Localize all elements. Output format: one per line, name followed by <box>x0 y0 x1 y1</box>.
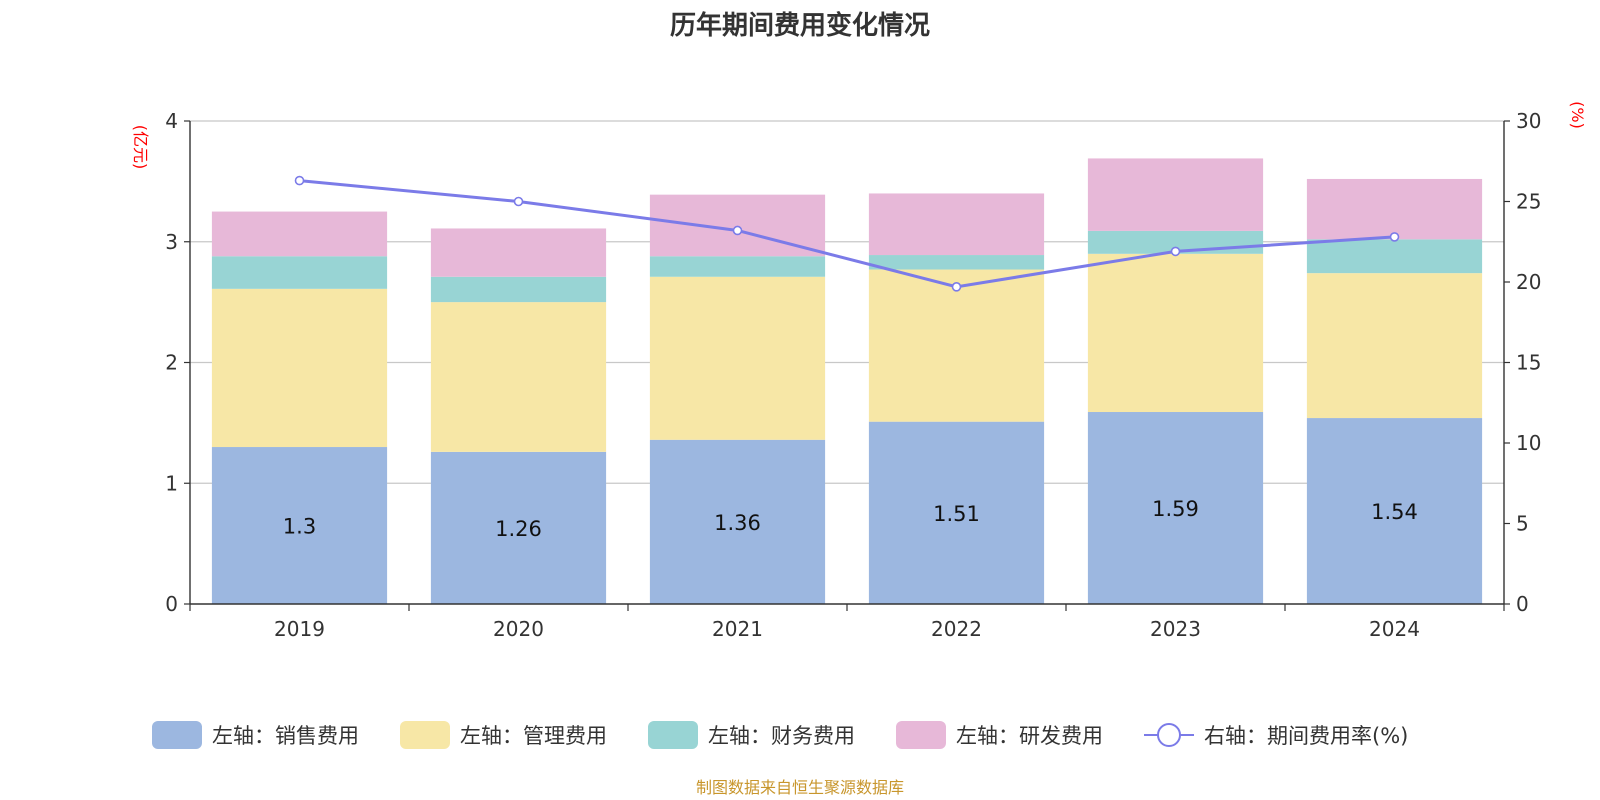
bar-data-label: 1.26 <box>495 517 542 541</box>
left-axis-unit: (亿元) <box>131 125 150 170</box>
bar-segment <box>211 211 388 257</box>
legend-swatch <box>648 721 698 749</box>
axes-group: 0 1 2 3 4 0 5 10 15 20 25 30 (亿元) (%) 2019 2020 2021 2022… <box>131 101 1587 641</box>
legend-swatch <box>400 721 450 749</box>
bar-segment <box>868 269 1045 422</box>
bar-segment <box>649 439 826 604</box>
bar-data-label: 1.3 <box>283 515 316 539</box>
chart-title: 历年期间费用变化情况 <box>670 10 930 41</box>
right-axis-tick-label: 25 <box>1516 190 1541 214</box>
rate-line-point <box>732 225 743 236</box>
grid-lines <box>190 120 1504 484</box>
bar-segment <box>430 302 607 452</box>
bar-data-label: 1.36 <box>714 511 761 535</box>
x-axis-tick-label: 2023 <box>1150 617 1201 641</box>
right-axis-tick-label: 5 <box>1516 512 1529 536</box>
right-axis-tick-label: 30 <box>1516 109 1541 133</box>
rate-line <box>299 179 1395 289</box>
bar-segment <box>211 288 388 448</box>
left-axis-tick-label: 1 <box>165 471 178 495</box>
legend-line-marker <box>1157 723 1181 747</box>
rate-line-point <box>513 196 524 207</box>
legend-label: 左轴：财务费用 <box>708 724 855 748</box>
legend-label: 左轴：销售费用 <box>212 724 359 748</box>
legend-label: 左轴：研发费用 <box>956 724 1103 748</box>
legend-label: 左轴：管理费用 <box>460 724 607 748</box>
bar-data-label: 1.59 <box>1152 497 1199 521</box>
rate-line-group <box>294 175 1400 292</box>
rate-line-point <box>294 175 305 186</box>
bar-segment <box>649 256 826 277</box>
left-axis-tick-label: 0 <box>165 592 178 616</box>
bar-segment <box>211 256 388 289</box>
bar-segment <box>1306 239 1483 274</box>
bar-data-label: 1.51 <box>933 502 980 526</box>
bar-segment <box>430 451 607 604</box>
left-axis-tick-label: 2 <box>165 351 178 375</box>
x-axis-tick-label: 2019 <box>274 617 325 641</box>
bar-segment <box>430 276 607 303</box>
legend-label: 右轴：期间费用率(%) <box>1204 724 1408 748</box>
right-axis-unit: (%) <box>1568 101 1587 129</box>
left-axis-tick-label: 4 <box>165 109 178 133</box>
legend: 左轴：销售费用 左轴：管理费用 左轴：财务费用 左轴：研发费用 右轴：期间费用率(%) <box>152 721 1408 749</box>
bar-segment <box>1087 158 1264 231</box>
x-axis-tick-label: 2022 <box>931 617 982 641</box>
source-note: 制图数据来自恒生聚源数据库 <box>696 778 904 797</box>
right-axis-tick-label: 20 <box>1516 270 1541 294</box>
bar-segment <box>868 193 1045 256</box>
bar-segment <box>1306 273 1483 419</box>
bar-data-label: 1.54 <box>1371 500 1418 524</box>
bar-segment <box>868 421 1045 604</box>
bar-segment <box>1087 253 1264 413</box>
bar-segment <box>430 228 607 277</box>
legend-swatch <box>896 721 946 749</box>
bar-segment <box>1306 418 1483 604</box>
right-axis-tick-label: 15 <box>1516 351 1541 375</box>
bar-segment <box>868 255 1045 270</box>
bar-segment <box>1087 412 1264 604</box>
x-axis-tick-label: 2020 <box>493 617 544 641</box>
rate-line-point <box>1389 232 1400 242</box>
x-axis-tick-label: 2021 <box>712 617 763 641</box>
rate-line-point <box>951 282 962 292</box>
right-axis-tick-label: 0 <box>1516 592 1529 616</box>
legend-swatch <box>152 721 202 749</box>
bar-segment <box>211 447 388 604</box>
bar-segment <box>649 276 826 440</box>
bars-group <box>211 158 1483 604</box>
right-axis-tick-label: 10 <box>1516 431 1541 455</box>
rate-line-point <box>1170 246 1181 257</box>
bar-segment <box>1306 178 1483 240</box>
left-axis-tick-label: 3 <box>165 230 178 254</box>
x-axis-tick-label: 2024 <box>1369 617 1420 641</box>
bar-labels-group: 1.3 1.26 1.36 1.51 1.59 1.54 <box>283 497 1418 541</box>
